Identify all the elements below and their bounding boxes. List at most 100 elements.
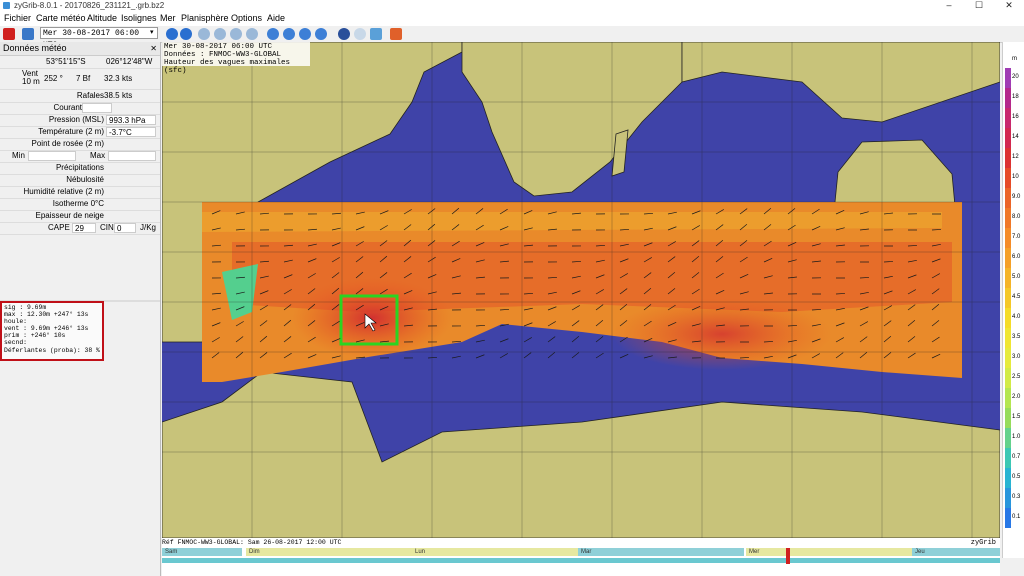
menu-aide[interactable]: Aide (267, 13, 286, 23)
legend-level: 18 (1012, 94, 1019, 100)
menu-options[interactable]: Options (231, 13, 263, 23)
menu-carte-meteo[interactable]: Carte météo (36, 13, 86, 23)
wind-arrow (859, 351, 868, 359)
maximize-button[interactable]: ☐ (974, 0, 984, 10)
timeline[interactable]: Réf FNMOC-WW3-GLOBAL: Sam 26-08-2017 12:… (162, 538, 1000, 576)
day-lun[interactable]: Lun (412, 548, 578, 556)
day-dim[interactable]: Dim (246, 548, 412, 556)
timeline-cursor[interactable] (786, 548, 790, 564)
calm-patch (222, 264, 258, 320)
legend-level: 0.5 (1012, 474, 1021, 480)
day-jeu[interactable]: Jeu (912, 548, 1000, 556)
legend-level: 4.0 (1012, 314, 1021, 320)
wind-arrow (931, 303, 940, 311)
zoom-in-icon[interactable] (198, 28, 210, 40)
download-icon[interactable] (370, 28, 382, 40)
pan-right-icon[interactable] (315, 28, 327, 40)
wind-arrow (571, 352, 580, 359)
legend-level: 16 (1012, 114, 1019, 120)
wind-arrow (763, 341, 774, 343)
wind-arrow (571, 275, 581, 279)
wind-arrow (643, 212, 654, 215)
zoom-out-icon[interactable] (214, 28, 226, 40)
wind-arrow (907, 319, 916, 327)
zoom-select-icon[interactable] (230, 28, 242, 40)
wind-arrow (235, 276, 245, 279)
wind-arrow (571, 305, 580, 311)
legend-swatch (1005, 228, 1011, 248)
menu-altitude[interactable]: Altitude (87, 13, 118, 23)
settings-icon[interactable] (354, 28, 366, 40)
legend-level: 0.7 (1012, 454, 1021, 460)
legend-swatch (1005, 348, 1011, 368)
close-panel-icon[interactable]: ✕ (150, 44, 157, 53)
wind-arrow (355, 256, 364, 263)
previous-step-icon[interactable] (166, 28, 178, 40)
wind-arrow (835, 352, 844, 359)
rocket-icon[interactable] (390, 28, 402, 40)
wind-arrow (835, 337, 845, 343)
wind-arrow (619, 288, 628, 295)
gust-row: Rafales 38.5 kts (0, 90, 160, 103)
menu-mer[interactable]: Mer (160, 13, 176, 23)
open-file-icon[interactable] (22, 28, 34, 40)
legend-swatch (1005, 288, 1011, 308)
wind-arrow (787, 276, 797, 279)
legend-swatch (1005, 368, 1011, 388)
quit-icon[interactable] (3, 28, 15, 40)
chevron-down-icon: ▾ (150, 29, 154, 36)
wind-arrow (667, 241, 676, 247)
menu-isolignes[interactable]: Isolignes (121, 13, 157, 23)
wind-arrow (355, 322, 365, 327)
wind-arrow (835, 227, 845, 231)
wind-arrow (331, 355, 341, 359)
wind-arrow (739, 291, 749, 295)
menu-fichier[interactable]: Fichier (4, 13, 32, 23)
globe-icon[interactable] (338, 28, 350, 40)
wind-arrow (427, 256, 436, 263)
wind-arrow (739, 223, 748, 231)
wind-arrow (763, 292, 773, 295)
legend-swatch (1005, 428, 1011, 448)
wind-arrow (643, 304, 652, 311)
storm-core (292, 278, 452, 358)
wind-arrow (643, 272, 652, 279)
next-step-icon[interactable] (180, 28, 192, 40)
day-mar[interactable]: Mar (578, 548, 744, 556)
pan-down-icon[interactable] (283, 28, 295, 40)
minimize-button[interactable]: – (946, 0, 952, 10)
wind-arrow (883, 212, 893, 215)
wind-beaufort: 7 Bf (76, 74, 91, 83)
legend-level: 5.0 (1012, 274, 1021, 280)
legend-swatch (1005, 168, 1011, 188)
legend-level: 12 (1012, 154, 1019, 160)
selection-box[interactable] (339, 294, 399, 346)
wind-arrow (523, 292, 534, 295)
wind-arrow (643, 287, 652, 295)
wave-swell: houle: (4, 318, 28, 326)
day-mer[interactable]: Mer (746, 548, 912, 556)
pan-up-icon[interactable] (267, 28, 279, 40)
brand-label: zyGrib (970, 539, 996, 547)
zoom-all-icon[interactable] (246, 28, 258, 40)
wind-arrow (739, 357, 750, 359)
pan-left-icon[interactable] (299, 28, 311, 40)
wind-arrow (307, 258, 317, 263)
date-select[interactable]: Mer 30-08-2017 06:00 UTC (40, 27, 158, 50)
wind-arrow (379, 240, 388, 247)
wind-arrow (403, 272, 412, 279)
close-button[interactable]: ✕ (1005, 0, 1013, 10)
legend-swatch (1005, 208, 1011, 228)
legend-swatch (1005, 128, 1011, 148)
wind-arrow (475, 354, 485, 359)
map-canvas[interactable] (162, 42, 1000, 538)
precip-row: Précipitations (0, 162, 160, 175)
timeline-track[interactable] (162, 558, 1000, 563)
day-sam[interactable]: Sam (162, 548, 242, 556)
wind-arrow (811, 309, 822, 311)
wind-arrow (523, 244, 533, 247)
menu-planisphere[interactable]: Planisphère (181, 13, 229, 23)
menu-bar: Fichier Carte météo Altitude Isolignes M… (0, 11, 1024, 26)
wind-arrow (883, 261, 894, 263)
wind-arrow (211, 352, 220, 359)
